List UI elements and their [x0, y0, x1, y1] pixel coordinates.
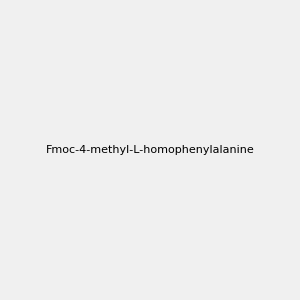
Text: Fmoc-4-methyl-L-homophenylalanine: Fmoc-4-methyl-L-homophenylalanine: [46, 145, 254, 155]
